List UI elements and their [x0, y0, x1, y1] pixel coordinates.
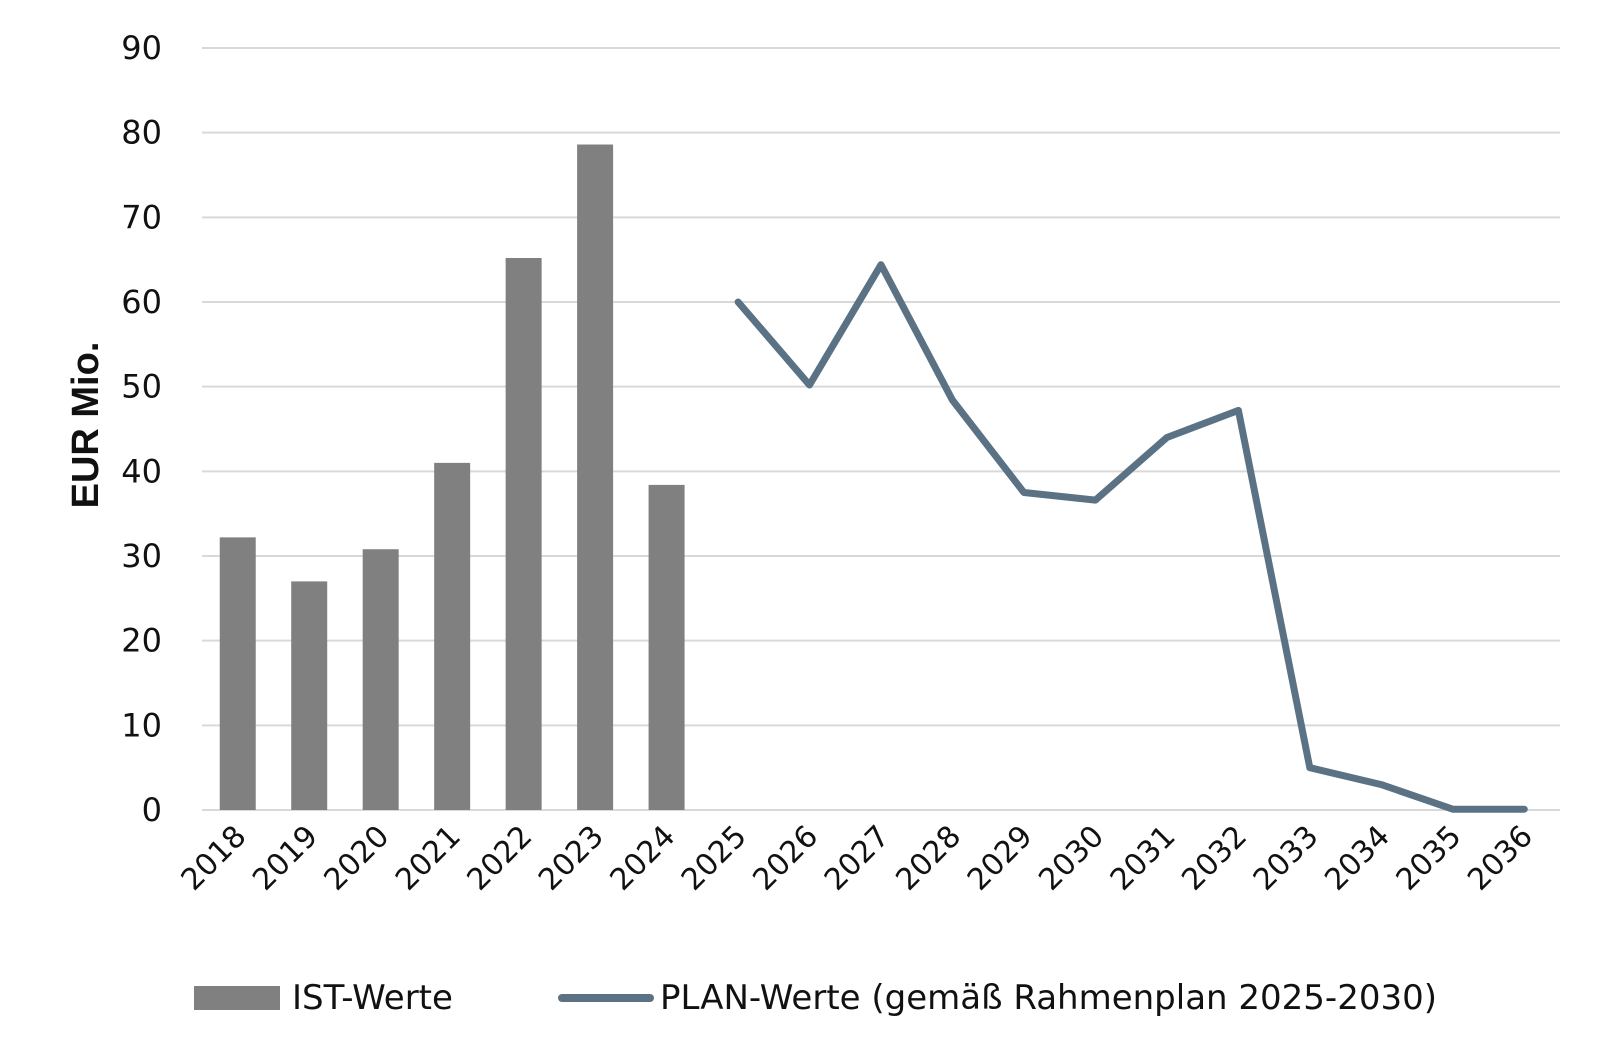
- x-tick-label: 2028: [889, 819, 968, 898]
- legend: IST-Werte PLAN-Werte (gemäß Rahmenplan 2…: [194, 978, 1437, 1018]
- bar: [291, 581, 328, 810]
- x-tick-label: 2023: [532, 819, 611, 898]
- legend-label-ist: IST-Werte: [292, 978, 453, 1018]
- y-axis-ticks: 0 10 20 30 40 50 60 70 80 90: [121, 29, 162, 829]
- x-axis-ticks: 2018201920202021202220232024202520262027…: [175, 819, 1540, 898]
- x-tick-label: 2031: [1104, 819, 1183, 898]
- x-tick-label: 2035: [1390, 819, 1469, 898]
- x-tick-label: 2026: [746, 819, 825, 898]
- y-tick-label: 50: [121, 368, 162, 406]
- legend-swatch-ist: [194, 986, 280, 1010]
- y-tick-label: 80: [121, 114, 162, 152]
- x-tick-label: 2018: [175, 819, 254, 898]
- x-tick-label: 2030: [1032, 819, 1111, 898]
- x-tick-label: 2033: [1247, 819, 1326, 898]
- x-tick-label: 2019: [246, 819, 325, 898]
- y-tick-label: 60: [121, 283, 162, 321]
- y-tick-label: 20: [121, 622, 162, 660]
- x-tick-label: 2034: [1318, 819, 1397, 898]
- y-tick-label: 40: [121, 452, 162, 490]
- plan-line: [734, 261, 1528, 813]
- bar: [362, 549, 399, 810]
- bar: [577, 144, 614, 810]
- x-tick-label: 2024: [603, 819, 682, 898]
- bar: [219, 537, 256, 810]
- x-tick-label: 2029: [961, 819, 1040, 898]
- y-tick-label: 0: [142, 791, 162, 829]
- y-tick-label: 90: [121, 29, 162, 67]
- x-tick-label: 2021: [389, 819, 468, 898]
- y-tick-label: 70: [121, 198, 162, 236]
- bar: [505, 257, 542, 810]
- bar: [648, 484, 685, 810]
- y-tick-label: 10: [121, 706, 162, 744]
- x-tick-label: 2027: [818, 819, 897, 898]
- x-tick-label: 2036: [1461, 819, 1540, 898]
- legend-label-plan: PLAN-Werte (gemäß Rahmenplan 2025-2030): [660, 978, 1437, 1018]
- y-axis-label: EUR Mio.: [65, 342, 107, 509]
- line-series: [734, 261, 1528, 813]
- x-tick-label: 2022: [461, 819, 540, 898]
- grid-lines: [202, 47, 1560, 811]
- bar-series: [219, 144, 685, 810]
- bar: [434, 462, 471, 810]
- x-tick-label: 2032: [1175, 819, 1254, 898]
- x-tick-label: 2025: [675, 819, 754, 898]
- y-tick-label: 30: [121, 537, 162, 575]
- x-tick-label: 2020: [318, 819, 397, 898]
